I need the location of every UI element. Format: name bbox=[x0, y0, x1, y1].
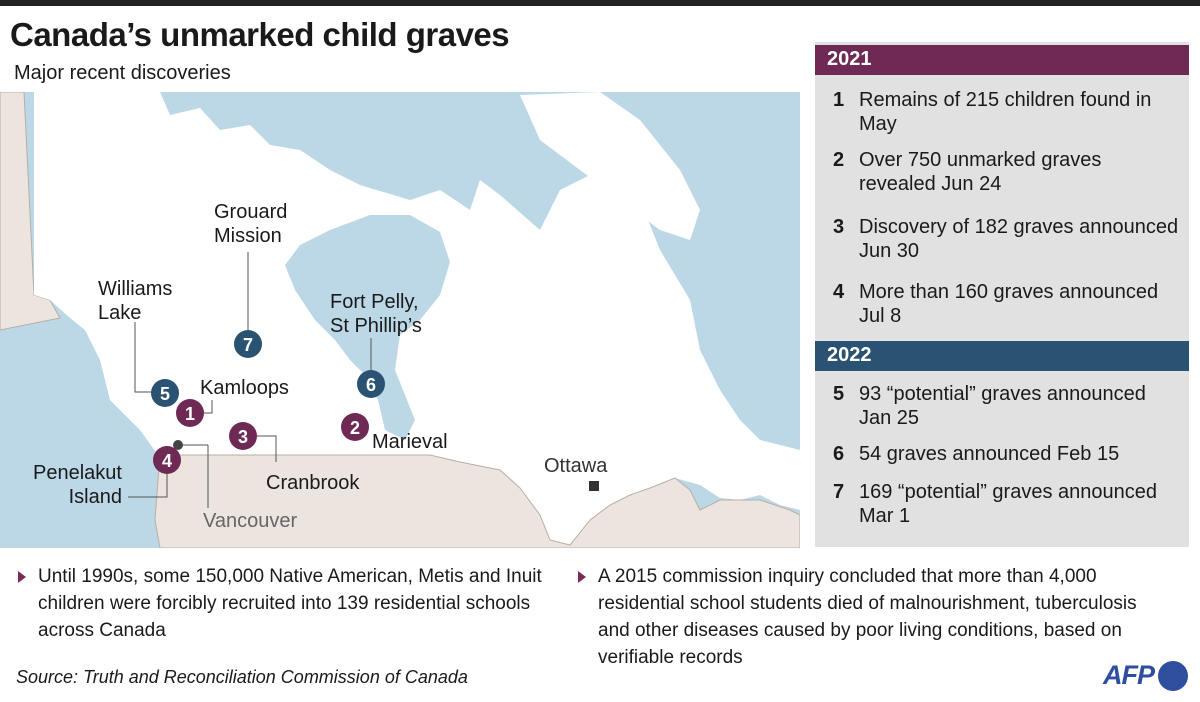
year-header-2022: 2022 bbox=[815, 341, 1189, 371]
vancouver-island bbox=[120, 390, 170, 455]
label-marieval: Marieval bbox=[372, 431, 448, 453]
bullet-triangle-icon bbox=[578, 571, 586, 583]
label-cranbrook: Cranbrook bbox=[266, 472, 360, 494]
afp-logo: AFP bbox=[1103, 660, 1188, 691]
list-item: 3 Discovery of 182 graves announced Jun 3… bbox=[833, 216, 1179, 262]
label-vancouver: Vancouver bbox=[203, 510, 298, 532]
marker-2[interactable]: 2 bbox=[341, 413, 369, 441]
leader-1 bbox=[203, 400, 213, 414]
list-item: 2 Over 750 unmarked graves revealed Jun 2… bbox=[833, 149, 1102, 195]
arctic-water bbox=[230, 92, 540, 175]
label-fort-pelly: Fort Pelly, St Phillip’s bbox=[330, 291, 422, 337]
leader-3 bbox=[257, 435, 277, 462]
baffin-island bbox=[520, 92, 700, 240]
svg-text:7: 7 bbox=[243, 335, 253, 355]
labrador-sea bbox=[690, 92, 800, 440]
list-item: 1 Remains of 215 children found in May bbox=[833, 89, 1152, 135]
marker-6[interactable]: 6 bbox=[357, 370, 385, 398]
marker-5[interactable]: 5 bbox=[151, 379, 179, 407]
united-states bbox=[154, 454, 800, 548]
svg-text:1: 1 bbox=[185, 404, 195, 424]
top-bar bbox=[0, 0, 1200, 6]
svg-text:4: 4 bbox=[162, 451, 172, 471]
svg-text:2: 2 bbox=[350, 418, 360, 438]
marker-4[interactable]: 4 bbox=[153, 446, 181, 474]
note-2: A 2015 commission inquiry concluded that… bbox=[576, 563, 1156, 671]
label-grouard-mission: Grouard Mission bbox=[214, 201, 288, 247]
page-subtitle: Major recent discoveries bbox=[14, 62, 231, 84]
label-williams-lake: Williams Lake bbox=[98, 278, 173, 324]
timeline-panel: 2021 1 Remains of 215 children found in M… bbox=[815, 42, 1189, 547]
hudson-bay bbox=[285, 215, 450, 440]
label-kamloops: Kamloops bbox=[200, 377, 289, 399]
leader-4 bbox=[128, 474, 168, 498]
marker-7[interactable]: 7 bbox=[234, 330, 262, 358]
label-ottawa: Ottawa bbox=[544, 455, 608, 477]
note-1: Until 1990s, some 150,000 Native America… bbox=[16, 563, 561, 644]
label-penelakut-island: Penelakut Island bbox=[33, 462, 122, 508]
year-header-2021: 2021 bbox=[815, 45, 1189, 75]
marker-3[interactable]: 3 bbox=[229, 422, 257, 450]
list-item: 7 169 “potential” graves announced Mar 1 bbox=[833, 481, 1157, 527]
source-note: Source: Truth and Reconciliation Commiss… bbox=[16, 667, 468, 687]
afp-circle-icon bbox=[1158, 660, 1188, 691]
svg-text:5: 5 bbox=[160, 384, 170, 404]
list-item: 4 More than 160 graves announced Jul 8 bbox=[833, 281, 1159, 327]
page-title: Canada’s unmarked child graves bbox=[10, 16, 510, 53]
leader-5 bbox=[134, 322, 152, 393]
list-item: 5 93 “potential” graves announced Jan 25 bbox=[833, 383, 1146, 429]
marker-1[interactable]: 1 bbox=[176, 399, 204, 427]
ottawa-marker bbox=[589, 481, 599, 491]
svg-text:6: 6 bbox=[366, 375, 376, 395]
vancouver-dot bbox=[173, 440, 183, 450]
canada-map: 7 5 6 1 2 3 4 bbox=[0, 92, 800, 548]
list-item: 6 54 graves announced Feb 15 bbox=[833, 443, 1120, 465]
svg-text:3: 3 bbox=[238, 427, 248, 447]
bullet-triangle-icon bbox=[18, 571, 26, 583]
